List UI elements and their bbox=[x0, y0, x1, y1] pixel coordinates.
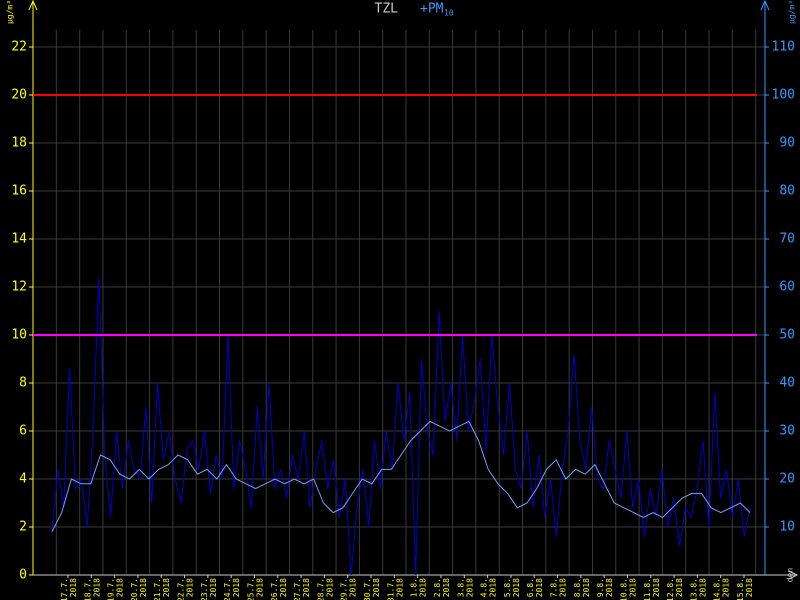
x-tick-label: 14.8.2018 bbox=[712, 578, 730, 600]
title-subscript: 10 bbox=[444, 9, 454, 18]
x-tick-label: 8.8.2018 bbox=[572, 578, 590, 597]
x-tick-label: 11.8.2018 bbox=[642, 578, 660, 600]
y2-tick-label: 70 bbox=[779, 232, 795, 247]
x-tick-label: 25.7.2018 bbox=[246, 578, 264, 600]
y-tick-label: 10 bbox=[11, 328, 27, 343]
y2-tick-label: 80 bbox=[779, 184, 795, 199]
x-tick-label: 13.8.2018 bbox=[689, 578, 707, 600]
y2-tick-label: 110 bbox=[772, 40, 795, 55]
x-tick-label: 22.7.2018 bbox=[176, 578, 194, 600]
y2-tick-label: 20 bbox=[779, 472, 795, 487]
right-unit: µg/m³ bbox=[788, 0, 797, 24]
data-line bbox=[51, 277, 751, 576]
y2-tick-label: 40 bbox=[779, 376, 795, 391]
y-tick-label: 20 bbox=[11, 88, 27, 103]
x-tick-label: 20.7.2018 bbox=[129, 578, 147, 600]
chart-title: TZL bbox=[375, 2, 399, 17]
x-tick-label: 31.7.2018 bbox=[386, 578, 404, 600]
x-tick-label: 2.8.2018 bbox=[432, 578, 450, 597]
y-axis-arrow bbox=[28, 0, 38, 11]
y-tick-label: 12 bbox=[11, 280, 27, 295]
x-tick-label: 7.8.2018 bbox=[549, 578, 567, 597]
y2-axis-arrow bbox=[760, 0, 770, 11]
y2-tick-label: 60 bbox=[779, 280, 795, 295]
title-series: +PM bbox=[420, 2, 444, 17]
x-tick-label: 10.8.2018 bbox=[619, 578, 637, 600]
x-tick-label: 27.7.2018 bbox=[293, 578, 311, 600]
left-unit: µg/m³ bbox=[6, 0, 15, 24]
x-tick-label: 9.8.2018 bbox=[596, 578, 614, 597]
x-tick-label: 19.7.2018 bbox=[106, 578, 124, 600]
y-tick-label: 2 bbox=[19, 520, 27, 535]
x-tick-label: 6.8.2018 bbox=[526, 578, 544, 597]
y-tick-label: 4 bbox=[19, 472, 27, 487]
x-tick-label: 26.7.2018 bbox=[269, 578, 287, 600]
y2-tick-label: 50 bbox=[779, 328, 795, 343]
x-tick-label: 1.8.2018 bbox=[409, 578, 427, 597]
y-tick-label: 8 bbox=[19, 376, 27, 391]
x-axis-arrow bbox=[788, 570, 799, 580]
x-tick-label: 30.7.2018 bbox=[363, 578, 381, 600]
y-tick-label: 14 bbox=[11, 232, 27, 247]
y-tick-label: 16 bbox=[11, 184, 27, 199]
y2-tick-label: 30 bbox=[779, 424, 795, 439]
x-tick-label: 5.8.2018 bbox=[502, 578, 520, 597]
y2-tick-label: 10 bbox=[779, 520, 795, 535]
y-tick-label: 18 bbox=[11, 136, 27, 151]
y-tick-label: 6 bbox=[19, 424, 27, 439]
x-tick-label: 12.8.2018 bbox=[666, 578, 684, 600]
y2-tick-label: 100 bbox=[772, 88, 795, 103]
x-tick-label: 15.8.2018 bbox=[736, 578, 754, 600]
y-tick-label: 0 bbox=[19, 568, 27, 583]
x-tick-label: 24.7.2018 bbox=[223, 578, 241, 600]
x-tick-label: 3.8.2018 bbox=[456, 578, 474, 597]
x-tick-label: 23.7.2018 bbox=[199, 578, 217, 600]
x-tick-label: 4.8.2018 bbox=[479, 578, 497, 597]
y2-tick-label: 90 bbox=[779, 136, 795, 151]
x-tick-label: 29.7.2018 bbox=[339, 578, 357, 600]
x-tick-label: 28.7.2018 bbox=[316, 578, 334, 600]
x-tick-label: 17.7.2018 bbox=[60, 578, 78, 600]
y-tick-label: 22 bbox=[11, 40, 27, 55]
x-tick-label: 18.7.2018 bbox=[83, 578, 101, 600]
x-tick-label: 21.7.2018 bbox=[153, 578, 171, 600]
data-line bbox=[51, 420, 751, 533]
